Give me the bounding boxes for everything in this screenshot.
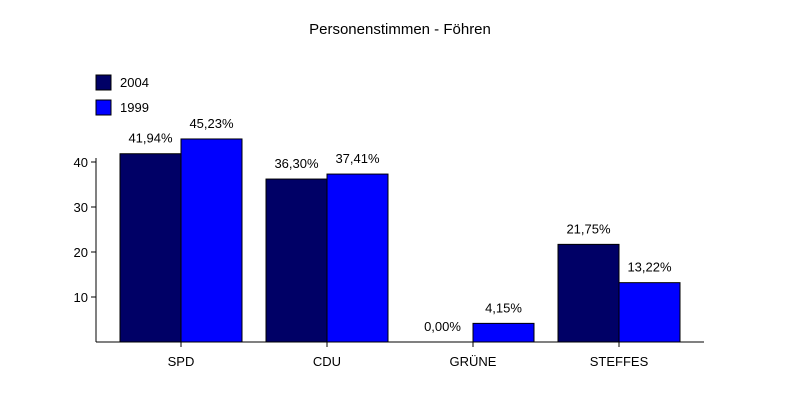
bar-SPD-1999	[180, 138, 243, 343]
category-label-CDU: CDU	[313, 354, 341, 369]
y-tick-label-30: 30	[74, 200, 88, 215]
value-labels: 41,94% 45,23% 36,30% 37,41% 0,00% 4,15% 21,75%…	[128, 116, 672, 334]
category-label-STEFFES: STEFFES	[590, 354, 649, 369]
category-labels: SPD CDU GRÜNE STEFFES	[168, 342, 649, 369]
bar-CDU-2004	[265, 178, 328, 343]
category-label-SPD: SPD	[168, 354, 195, 369]
value-label-SPD-1999: 45,23%	[189, 116, 234, 131]
bar-STEFFES-1999	[618, 282, 681, 343]
legend-swatch-1999	[95, 99, 112, 116]
value-label-GRÜNE-1999: 4,15%	[485, 300, 522, 315]
bars	[119, 138, 681, 343]
y-tick-label-20: 20	[74, 245, 88, 260]
value-label-GRÜNE-2004: 0,00%	[424, 319, 461, 334]
legend-label-1999: 1999	[120, 100, 149, 115]
value-label-CDU-1999: 37,41%	[335, 151, 380, 166]
legend: 2004 1999	[95, 74, 149, 116]
legend-label-2004: 2004	[120, 75, 149, 90]
bar-GRÜNE-1999	[472, 322, 535, 343]
value-label-CDU-2004: 36,30%	[274, 156, 319, 171]
legend-swatch-2004	[95, 74, 112, 91]
bar-SPD-2004	[119, 153, 182, 343]
y-tick-label-10: 10	[74, 290, 88, 305]
value-label-SPD-2004: 41,94%	[128, 131, 173, 146]
bar-CDU-1999	[326, 173, 389, 343]
value-label-STEFFES-1999: 13,22%	[627, 260, 672, 275]
chart-title: Personenstimmen - Föhren	[309, 21, 491, 38]
category-label-GRÜNE: GRÜNE	[450, 354, 497, 369]
y-tick-label-40: 40	[74, 155, 88, 170]
bar-STEFFES-2004	[557, 243, 620, 343]
value-label-STEFFES-2004: 21,75%	[566, 221, 611, 236]
